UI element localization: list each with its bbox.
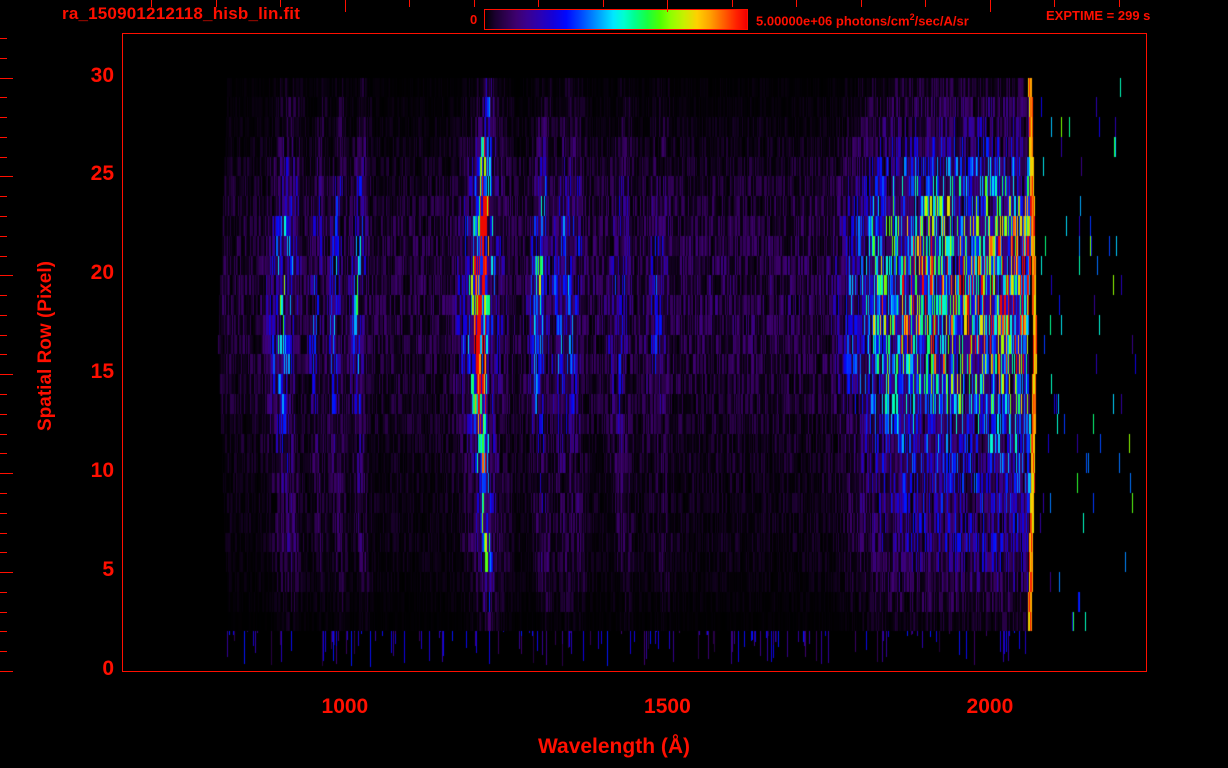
y-tick-right-31 (0, 58, 7, 59)
x-tick-top-1700 (796, 0, 797, 7)
colorbar-gradient (484, 9, 748, 30)
y-tick-right-4 (0, 592, 7, 593)
y-tick-right-0 (0, 671, 13, 672)
y-tick-right-2 (0, 631, 7, 632)
y-tick-right-30 (0, 78, 13, 79)
y-tick-right-32 (0, 38, 7, 39)
x-tick-label-2000: 2000 (966, 695, 1014, 718)
y-tick-right-24 (0, 196, 7, 197)
colorbar-min-label: 0 (470, 12, 478, 27)
y-tick-label-30: 30 (90, 63, 114, 87)
y-tick-label-5: 5 (102, 558, 114, 582)
y-tick-right-5 (0, 572, 13, 573)
x-tick-top-1300 (538, 0, 539, 7)
y-tick-right-12 (0, 434, 7, 435)
colorbar-units-pre: photons/cm (832, 13, 910, 29)
y-tick-right-15 (0, 374, 13, 375)
y-tick-right-14 (0, 394, 7, 395)
x-tick-label-1500: 1500 (644, 695, 691, 718)
x-axis-title: Wavelength (Å) (537, 735, 691, 758)
y-tick-right-6 (0, 552, 7, 553)
exptime-label: EXPTIME = 299 s (1046, 8, 1151, 23)
x-tick-top-1900 (925, 0, 926, 7)
x-tick-top-700 (151, 0, 152, 7)
y-tick-right-26 (0, 157, 7, 158)
y-tick-right-10 (0, 473, 13, 474)
colorbar-max-label: 5.00000e+06 photons/cm2/sec/A/sr (756, 12, 969, 28)
y-tick-right-28 (0, 117, 7, 118)
y-tick-right-3 (0, 612, 7, 613)
y-tick-label-10: 10 (90, 459, 114, 483)
y-tick-right-9 (0, 493, 7, 494)
y-tick-right-19 (0, 295, 7, 296)
y-tick-right-20 (0, 275, 13, 276)
plot-frame (122, 33, 1147, 672)
y-tick-right-22 (0, 236, 7, 237)
y-tick-right-25 (0, 176, 13, 177)
y-tick-right-8 (0, 513, 7, 514)
y-tick-right-23 (0, 216, 7, 217)
x-tick-top-1100 (409, 0, 410, 7)
x-tick-top-2100 (1054, 0, 1055, 7)
x-tick-top-2000 (990, 0, 991, 12)
y-tick-right-13 (0, 414, 7, 415)
y-tick-right-7 (0, 533, 7, 534)
y-tick-right-18 (0, 315, 7, 316)
x-tick-top-1200 (474, 0, 475, 7)
y-tick-right-17 (0, 335, 7, 336)
y-tick-right-29 (0, 97, 7, 98)
x-tick-top-800 (216, 0, 217, 7)
y-tick-label-0: 0 (102, 657, 114, 680)
x-tick-label-1000: 1000 (321, 695, 369, 718)
x-tick-top-1500 (667, 0, 668, 12)
x-tick-top-1400 (603, 0, 604, 7)
colorbar-max-value: 5.00000e+06 (756, 13, 833, 29)
colorbar-units-exponent: 2 (909, 12, 915, 22)
y-axis-title: Spatial Row (Pixel) (35, 261, 56, 431)
y-tick-label-20: 20 (90, 261, 114, 285)
y-tick-right-27 (0, 137, 7, 138)
y-tick-right-16 (0, 354, 7, 355)
page-title: ra_150901212118_hisb_lin.fit (62, 4, 301, 23)
y-tick-right-1 (0, 651, 7, 652)
colorbar-units-post: /sec/A/sr (914, 13, 969, 29)
y-tick-label-15: 15 (90, 360, 114, 384)
spectrogram-image (123, 34, 1146, 671)
x-tick-top-1600 (732, 0, 733, 7)
x-tick-top-2200 (1119, 0, 1120, 7)
y-tick-right-21 (0, 256, 7, 257)
y-tick-right-11 (0, 453, 7, 454)
x-tick-top-1800 (861, 0, 862, 7)
x-tick-top-900 (280, 0, 281, 7)
x-tick-top-1000 (345, 0, 346, 12)
y-tick-label-25: 25 (90, 162, 114, 186)
